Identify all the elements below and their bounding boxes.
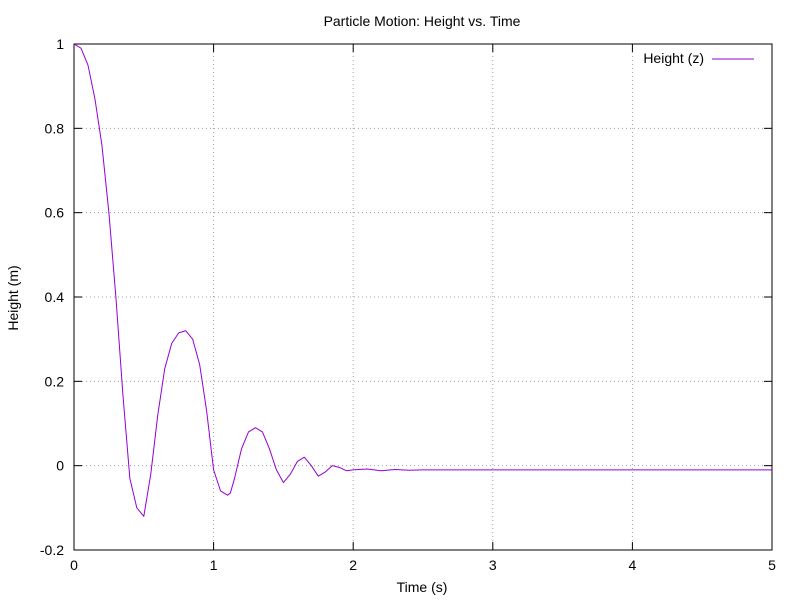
y-tick-label: 0 <box>56 458 64 474</box>
y-axis-label: Height (m) <box>5 265 21 330</box>
y-tick-label: 0.8 <box>45 120 65 136</box>
x-tick-label: 2 <box>349 557 357 573</box>
x-axis-label: Time (s) <box>397 579 448 595</box>
x-tick-label: 4 <box>629 557 637 573</box>
y-tick-label: 0.2 <box>45 373 65 389</box>
y-tick-label: 0.6 <box>45 205 65 221</box>
legend-label: Height (z) <box>643 50 704 66</box>
y-tick-label: -0.2 <box>40 542 64 558</box>
x-tick-label: 3 <box>489 557 497 573</box>
x-tick-label: 0 <box>70 557 78 573</box>
x-tick-label: 1 <box>210 557 218 573</box>
y-tick-label: 1 <box>56 36 64 52</box>
legend: Height (z) <box>643 50 754 66</box>
y-tick-label: 0.4 <box>45 289 65 305</box>
tick-labels: 0 1 2 3 4 5 -0.2 0 0.2 0.4 0.6 0.8 1 <box>40 36 776 573</box>
ticks <box>73 43 773 551</box>
x-tick-label: 5 <box>768 557 776 573</box>
grid <box>74 44 772 550</box>
chart-title: Particle Motion: Height vs. Time <box>324 13 521 29</box>
series-line-height-z <box>73 43 772 517</box>
series-layer <box>73 43 772 517</box>
